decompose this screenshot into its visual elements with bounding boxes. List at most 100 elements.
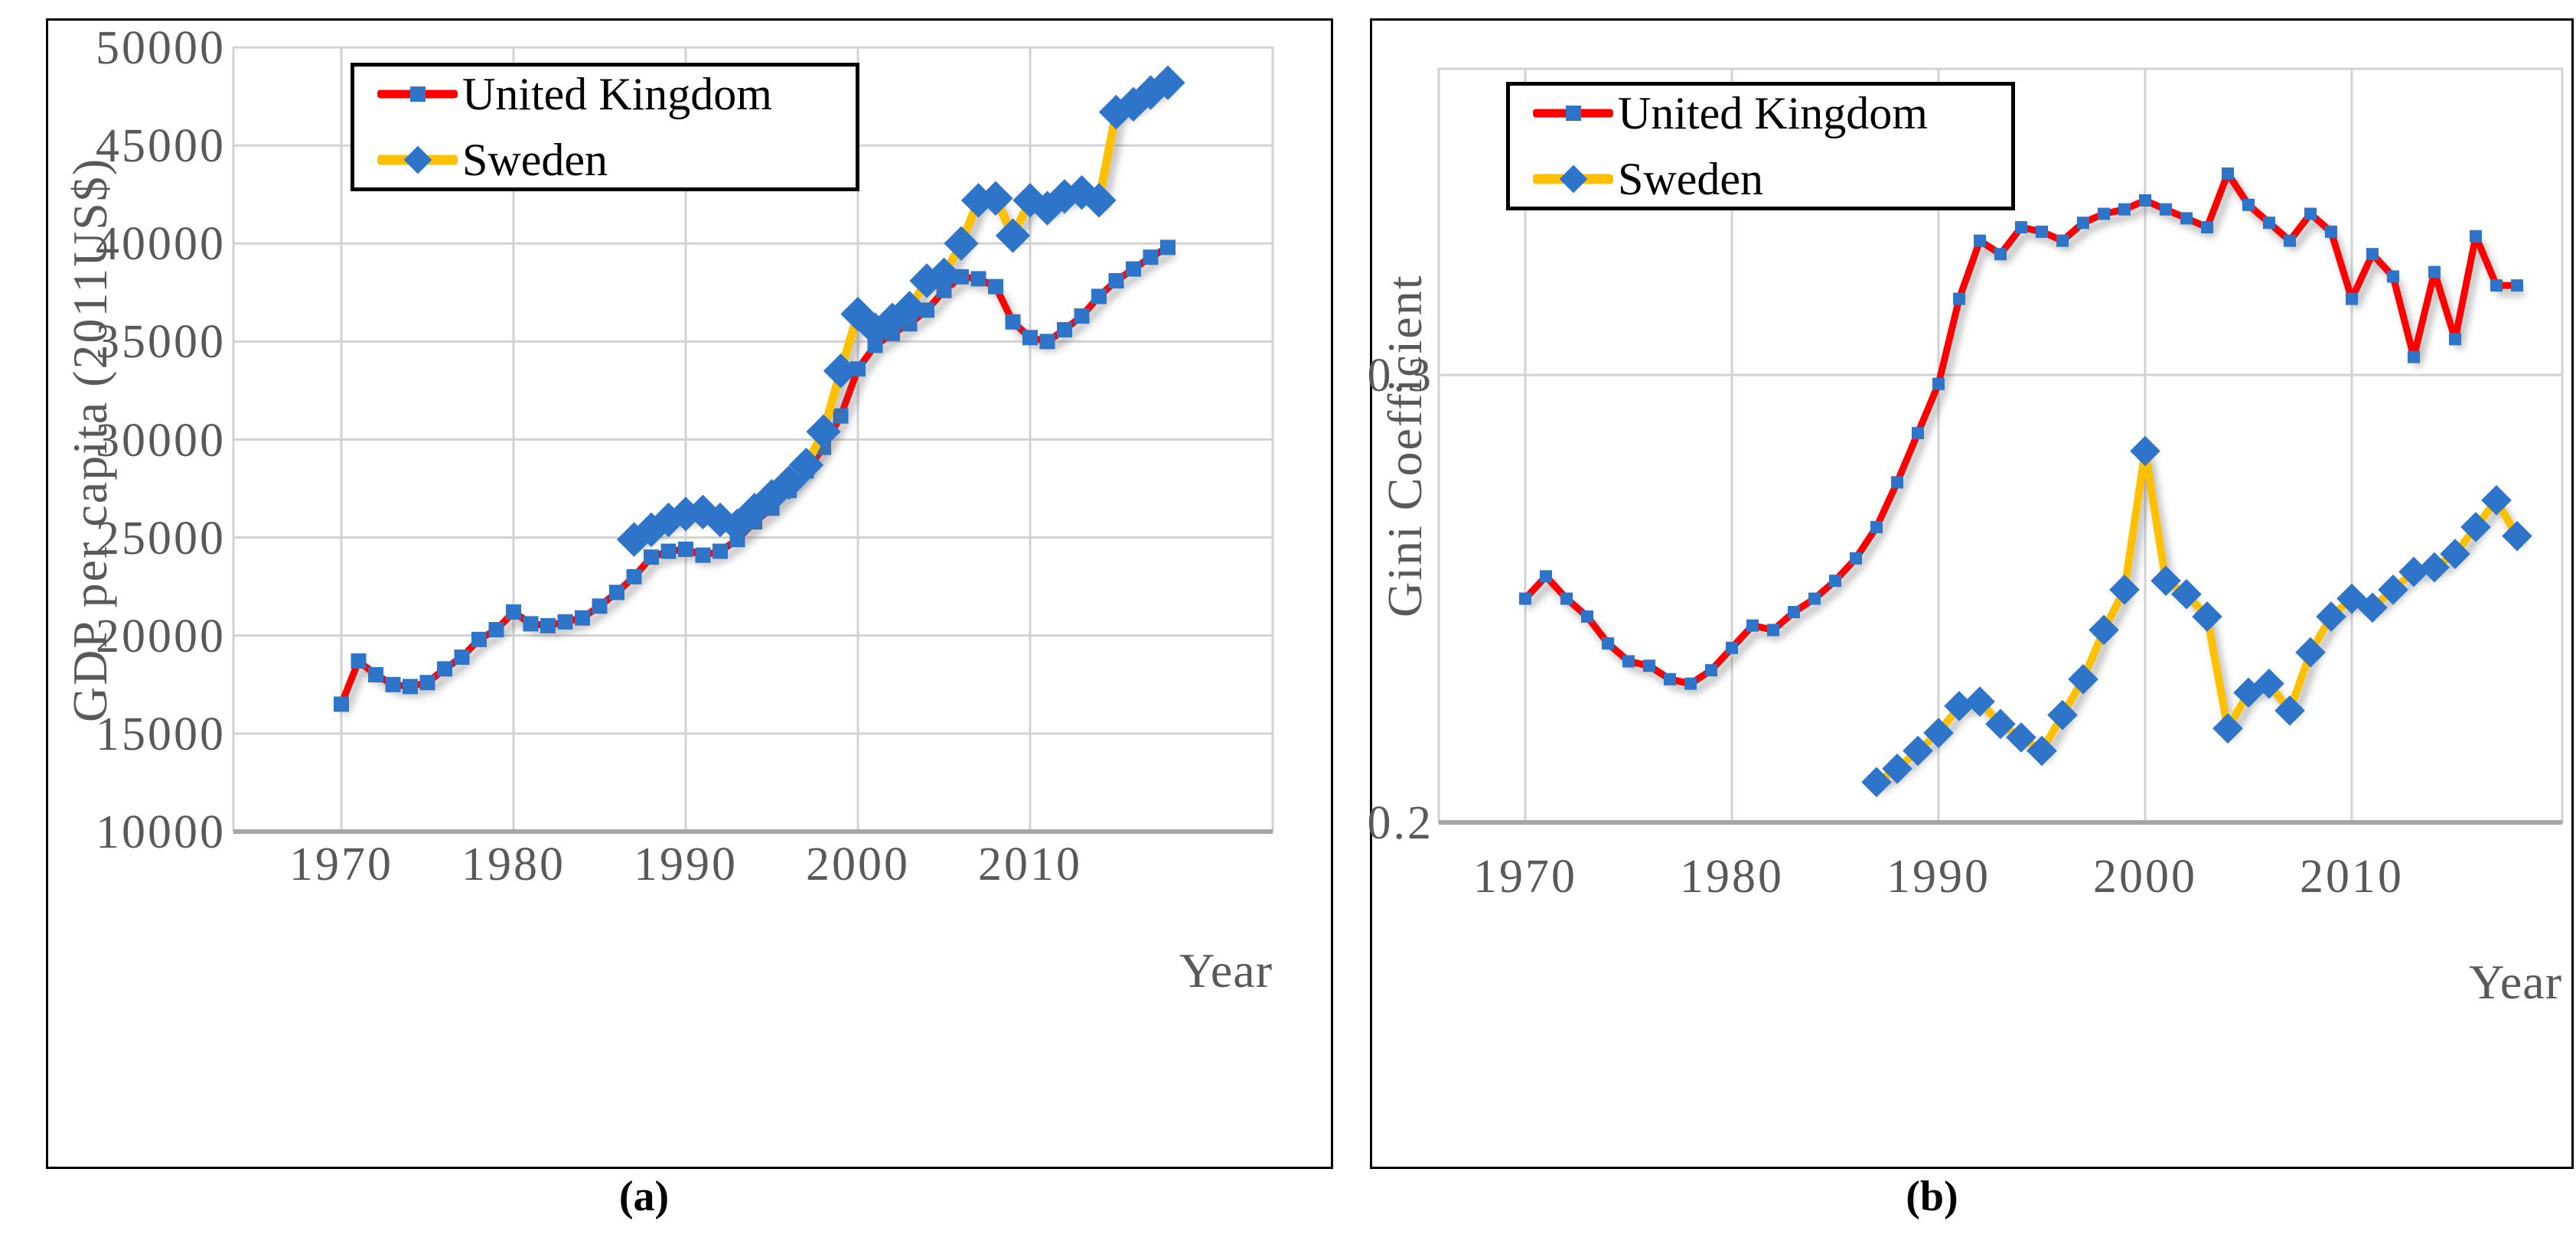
data-point-square-marker [2470,230,2482,243]
data-point-square-marker [437,661,452,677]
data-point-square-marker [1829,575,1841,588]
data-point-diamond-marker [2130,435,2160,467]
data-point-square-marker [1074,308,1090,324]
legend-label: United Kingdom [462,69,772,119]
gini-y-tick-label: 0.2 [1367,797,1433,849]
diamond-marker-icon [403,145,432,174]
data-point-square-marker [2263,217,2275,230]
data-point-diamond-marker [1923,718,1954,748]
data-point-square-marker [644,549,659,565]
legend-label: Sweden [462,135,608,185]
data-point-square-marker [506,604,521,620]
data-point-diamond-marker [2440,539,2470,569]
data-point-square-marker [712,543,728,559]
data-point-diamond-marker [2378,575,2408,605]
data-point-square-marker [351,653,367,669]
data-point-square-marker [1891,476,1903,489]
data-point-square-marker [1850,552,1862,565]
data-point-diamond-marker [2316,601,2346,632]
data-point-diamond-marker [788,448,824,483]
data-point-square-marker [678,542,693,557]
data-point-square-marker [2284,234,2296,247]
data-point-square-marker [1767,624,1779,637]
gdp-y-tick-label: 10000 [96,806,226,858]
data-point-square-marker [2077,217,2089,230]
data-point-diamond-marker [2357,592,2388,624]
data-point-diamond-marker [2274,695,2305,726]
data-point-diamond-marker [2295,637,2326,668]
data-point-square-marker [1519,592,1531,605]
data-point-diamond-marker [1882,754,1912,784]
data-point-diamond-marker [2192,601,2222,632]
legend-item-sweden: Sweden [377,137,833,183]
panel-gdp-chart: GDP per capita (2011US$) United Kingdom S… [46,18,1333,1169]
data-point-square-marker [557,614,573,630]
data-point-diamond-marker [2460,512,2491,542]
data-point-square-marker [833,408,849,424]
data-point-diamond-marker [2150,565,2181,596]
legend-label: United Kingdom [1618,88,1928,138]
legend-item-united-kingdom: United Kingdom [1533,90,1988,136]
data-point-square-marker [1057,322,1072,337]
caption-panel-b: (b) [1906,1173,1958,1220]
gini-y-tick-label: 0.3 [1367,350,1433,402]
sweden-line-marker-swatch-icon [377,145,458,175]
data-point-square-marker [1039,334,1055,350]
gdp-x-tick-label: 1990 [634,838,738,890]
data-point-square-marker [626,568,642,584]
data-point-diamond-marker [2047,699,2078,731]
data-point-square-marker [1746,619,1759,632]
data-point-diamond-marker [2502,520,2532,552]
data-point-square-marker [334,696,349,712]
data-point-square-marker [419,675,435,691]
data-point-square-marker [2387,270,2399,283]
gdp-y-tick-label: 20000 [96,610,226,663]
data-point-diamond-marker [2089,614,2119,646]
data-point-diamond-marker [2212,713,2243,744]
gdp-y-tick-label: 25000 [96,512,226,565]
data-point-square-marker [1108,272,1124,288]
gdp-x-axis-title: Year [1179,943,1273,998]
data-point-square-marker [1664,672,1676,685]
gdp-x-tick-label: 2000 [806,838,910,890]
data-point-square-marker [1602,637,1614,650]
gini-x-tick-label: 2000 [2093,851,2197,903]
data-point-diamond-marker [2068,664,2098,695]
data-point-square-marker [1143,249,1159,265]
data-point-square-marker [2201,221,2213,234]
data-point-square-marker [1974,234,1986,247]
data-point-square-marker [2015,221,2027,234]
data-point-square-marker [523,616,539,632]
data-point-square-marker [2180,212,2193,225]
square-marker-icon [409,86,426,102]
diamond-marker-icon [1559,164,1587,194]
data-point-square-marker [1022,330,1038,346]
gini-plot-area [1437,67,2564,825]
data-point-square-marker [471,631,487,647]
data-point-square-marker [2160,203,2172,216]
square-marker-icon [1565,106,1581,121]
data-point-square-marker [2242,198,2255,211]
gini-sweden-markers [1861,435,2532,798]
data-point-square-marker [1005,314,1021,330]
data-point-diamond-marker [2481,485,2512,516]
gdp-y-tick-label: 45000 [96,120,226,173]
gini-united-kingdom-markers [1519,167,2523,690]
legend-label: Sweden [1618,154,1763,204]
gdp-x-tick-label: 1970 [289,838,393,890]
data-point-square-marker [488,622,504,638]
caption-panel-a: (a) [618,1173,670,1220]
data-point-square-marker [1643,659,1655,672]
data-point-diamond-marker [1965,686,1995,717]
data-point-square-marker [1726,641,1738,654]
gdp-united-kingdom-markers [334,239,1176,712]
data-point-square-marker [970,271,986,287]
data-point-square-marker [403,679,418,695]
data-point-square-marker [2056,234,2069,247]
data-point-square-marker [1684,677,1697,690]
data-point-square-marker [2222,167,2234,180]
data-point-square-marker [1540,570,1552,583]
data-point-square-marker [1788,606,1800,619]
data-point-square-marker [2408,350,2420,363]
data-point-square-marker [1808,592,1821,605]
